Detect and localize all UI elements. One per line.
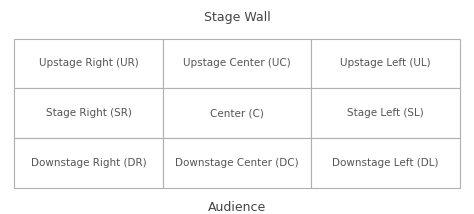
Text: Stage Wall: Stage Wall	[204, 11, 270, 24]
Text: Stage Left (SL): Stage Left (SL)	[347, 108, 424, 118]
Text: Downstage Left (DL): Downstage Left (DL)	[332, 158, 439, 168]
Bar	[163, 39, 311, 88]
Bar	[14, 138, 163, 188]
Text: Stage Right (SR): Stage Right (SR)	[46, 108, 131, 118]
Text: Center (C): Center (C)	[210, 108, 264, 118]
Text: Upstage Right (UR): Upstage Right (UR)	[38, 58, 138, 68]
Text: Downstage Right (DR): Downstage Right (DR)	[31, 158, 146, 168]
Bar	[14, 88, 163, 138]
Bar	[311, 138, 460, 188]
Bar	[311, 88, 460, 138]
Bar	[14, 39, 163, 88]
Text: Upstage Center (UC): Upstage Center (UC)	[183, 58, 291, 68]
Text: Audience: Audience	[208, 201, 266, 214]
Bar	[311, 39, 460, 88]
Bar	[163, 88, 311, 138]
Bar	[163, 138, 311, 188]
Text: Upstage Left (UL): Upstage Left (UL)	[340, 58, 431, 68]
Text: Downstage Center (DC): Downstage Center (DC)	[175, 158, 299, 168]
